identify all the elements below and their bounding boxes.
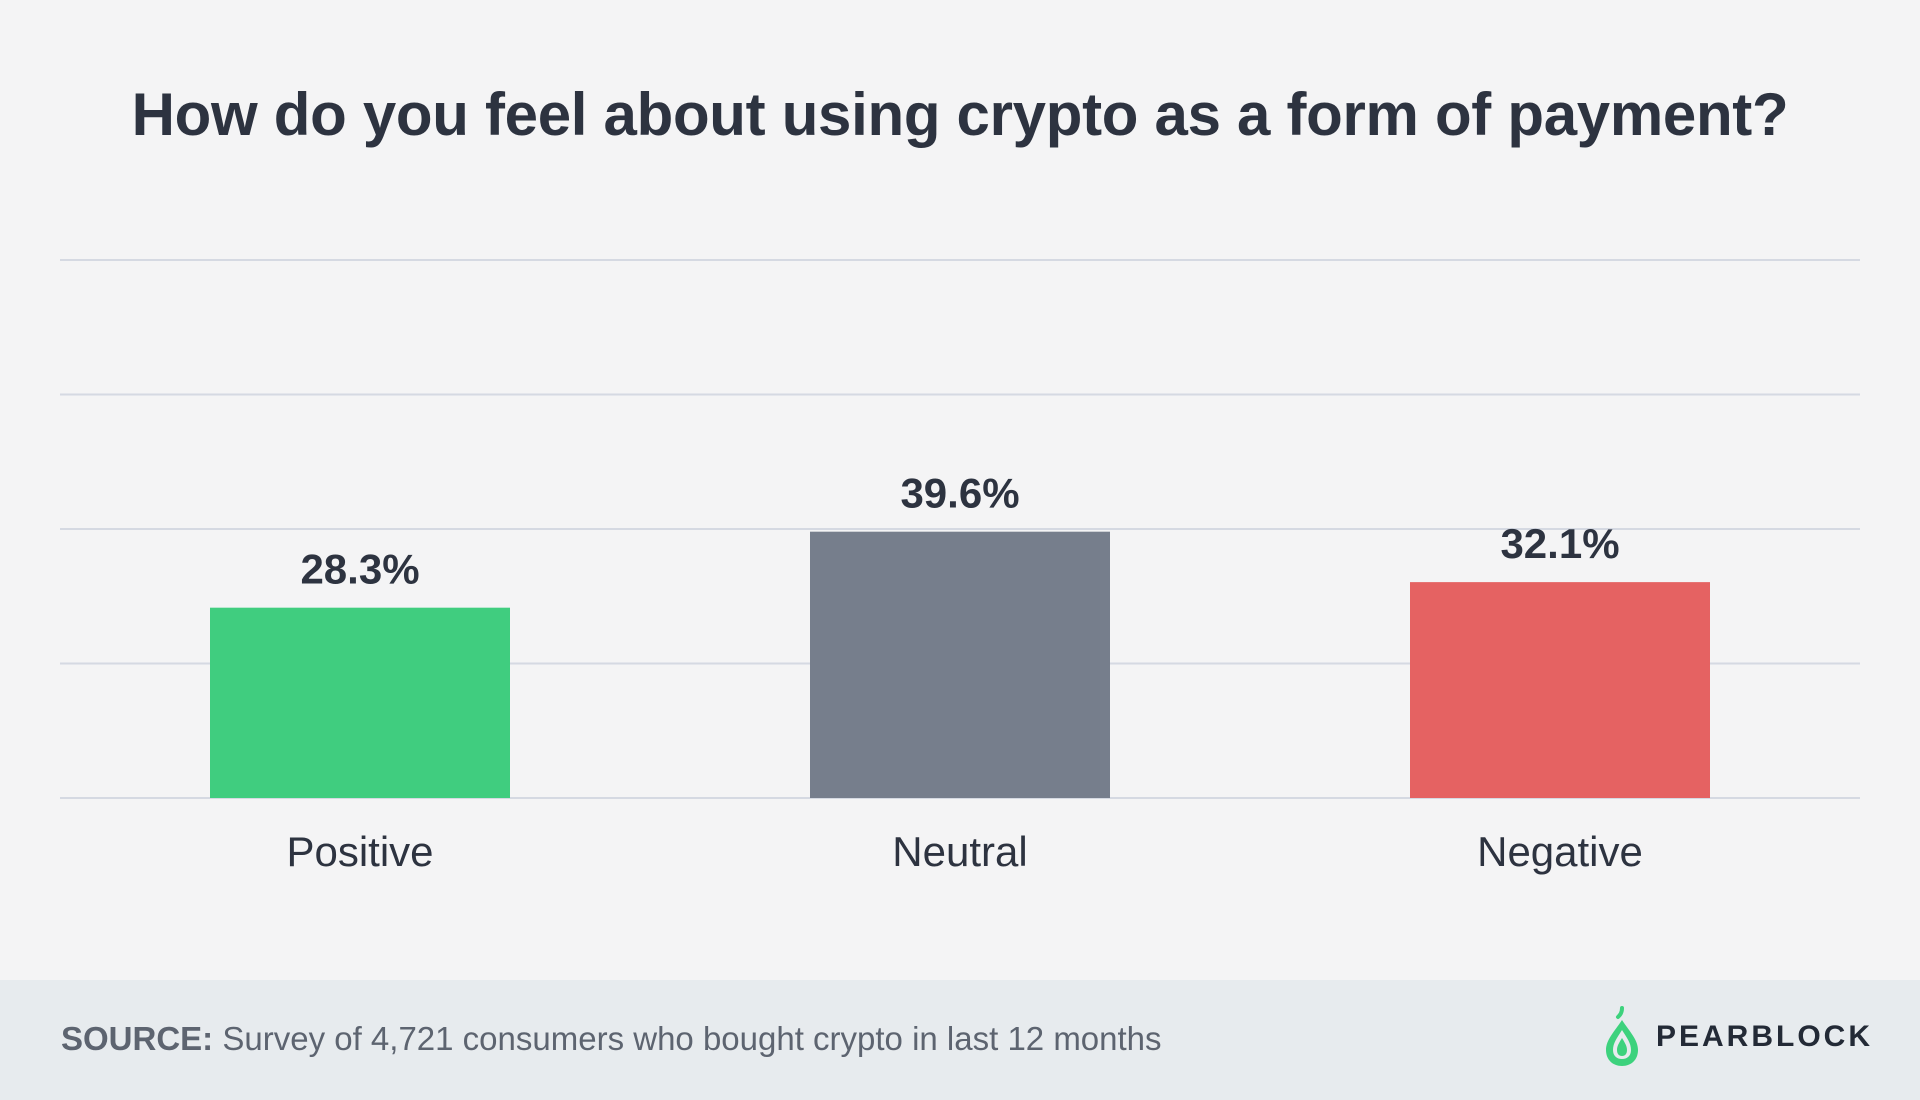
brand-logo: PEARBLOCK bbox=[1604, 1002, 1873, 1072]
bar-chart: 28.3% Positive 39.6% Neutral 32.1% Negative bbox=[60, 259, 1860, 875]
data-label-negative: 32.1% bbox=[1500, 520, 1619, 567]
source-note: SOURCE: Survey of 4,721 consumers who bo… bbox=[61, 1020, 1162, 1058]
category-label-negative: Negative bbox=[1477, 828, 1643, 875]
bar-negative bbox=[1410, 582, 1710, 798]
bar-neutral bbox=[810, 531, 1110, 798]
source-text: Survey of 4,721 consumers who bought cry… bbox=[222, 1020, 1162, 1057]
category-label-neutral: Neutral bbox=[892, 828, 1027, 875]
source-label: SOURCE: bbox=[61, 1020, 214, 1057]
bar-positive bbox=[210, 607, 510, 798]
footer: SOURCE: Survey of 4,721 consumers who bo… bbox=[0, 980, 1920, 1100]
chart-title: How do you feel about using crypto as a … bbox=[131, 81, 1789, 148]
category-label-positive: Positive bbox=[286, 828, 433, 875]
pear-drop-icon bbox=[1606, 1006, 1638, 1066]
data-label-positive: 28.3% bbox=[300, 546, 419, 593]
brand-name: PEARBLOCK bbox=[1656, 1020, 1874, 1053]
data-label-neutral: 39.6% bbox=[900, 470, 1019, 517]
